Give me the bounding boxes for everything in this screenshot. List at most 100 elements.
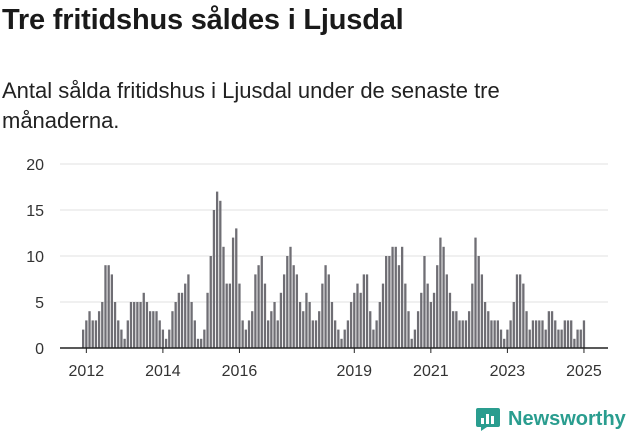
bar	[110, 274, 114, 348]
bar	[455, 311, 458, 348]
bar	[190, 302, 193, 348]
bar	[155, 311, 158, 348]
bar	[566, 320, 570, 348]
bar	[231, 237, 235, 348]
bar	[349, 302, 353, 348]
bar	[228, 283, 232, 348]
bar	[184, 283, 187, 348]
bar	[142, 292, 145, 348]
bar	[365, 274, 369, 348]
bar	[263, 283, 267, 348]
bar	[356, 283, 359, 348]
bar	[378, 302, 381, 348]
bar	[247, 320, 251, 348]
bar	[385, 256, 388, 348]
chart-title: Tre fritidshus såldes i Ljusdal	[2, 4, 404, 36]
bar	[209, 256, 212, 348]
bar	[180, 292, 184, 348]
bar	[439, 237, 442, 348]
bar	[554, 320, 557, 348]
bar	[222, 246, 225, 348]
bar	[452, 311, 455, 348]
bar	[381, 283, 385, 348]
bar	[442, 246, 445, 348]
bar	[534, 320, 538, 348]
bar	[158, 320, 161, 348]
bar	[582, 320, 586, 348]
bar	[152, 311, 155, 348]
bar	[519, 274, 522, 348]
bar	[101, 302, 104, 348]
y-tick-label: 0	[35, 341, 44, 358]
y-tick-label: 10	[26, 249, 44, 266]
bar	[461, 320, 464, 348]
x-tick-label: 2021	[413, 363, 449, 380]
y-tick-label: 20	[26, 157, 44, 174]
bar	[541, 320, 544, 348]
bar	[458, 320, 461, 348]
data-label: 3	[586, 0, 595, 4]
bar	[544, 329, 547, 348]
bar	[369, 311, 372, 348]
bar	[254, 274, 257, 348]
bar	[117, 320, 120, 348]
bar	[273, 302, 276, 348]
bar	[276, 320, 279, 348]
x-tick-label: 2012	[69, 363, 105, 380]
bar	[136, 302, 139, 348]
bar	[550, 311, 554, 348]
bar	[512, 302, 515, 348]
brand-logo[interactable]: Newsworthy	[475, 406, 626, 432]
bar	[397, 265, 401, 348]
y-tick-label: 15	[26, 203, 44, 220]
bar	[302, 311, 305, 348]
bar	[353, 292, 356, 348]
bar	[318, 311, 321, 348]
bar	[509, 320, 512, 348]
bar	[337, 329, 340, 348]
bar	[206, 292, 209, 348]
bar	[129, 302, 133, 348]
bar	[346, 320, 350, 348]
bar	[104, 265, 107, 348]
bar	[496, 320, 499, 348]
bar	[493, 320, 496, 348]
bar	[305, 292, 308, 348]
bar	[522, 283, 525, 348]
x-tick-label: 2016	[222, 363, 258, 380]
bar	[531, 320, 535, 348]
bar	[295, 274, 299, 348]
bar	[267, 320, 270, 348]
bar	[200, 338, 203, 348]
bar	[139, 302, 142, 348]
bar	[506, 329, 509, 348]
bar	[330, 302, 334, 348]
bar	[448, 292, 452, 348]
bar	[120, 329, 123, 348]
bar	[388, 256, 391, 348]
bar	[321, 283, 324, 348]
bar	[161, 329, 165, 348]
bar	[94, 320, 98, 348]
bar	[235, 228, 238, 348]
bar	[416, 311, 420, 348]
bar	[177, 292, 180, 348]
bar	[372, 329, 375, 348]
bar	[279, 292, 283, 348]
bar	[282, 274, 286, 348]
bar	[174, 302, 177, 348]
bar	[270, 311, 273, 348]
bar	[391, 246, 394, 348]
bar	[436, 265, 439, 348]
bar	[557, 329, 560, 348]
bar	[164, 338, 168, 348]
bar	[289, 246, 292, 348]
bar	[311, 320, 314, 348]
bar	[404, 283, 407, 348]
bar	[324, 265, 327, 348]
bar	[579, 329, 582, 348]
bar	[576, 329, 579, 348]
bar	[359, 292, 362, 348]
bar	[563, 320, 566, 348]
bar	[238, 283, 241, 348]
